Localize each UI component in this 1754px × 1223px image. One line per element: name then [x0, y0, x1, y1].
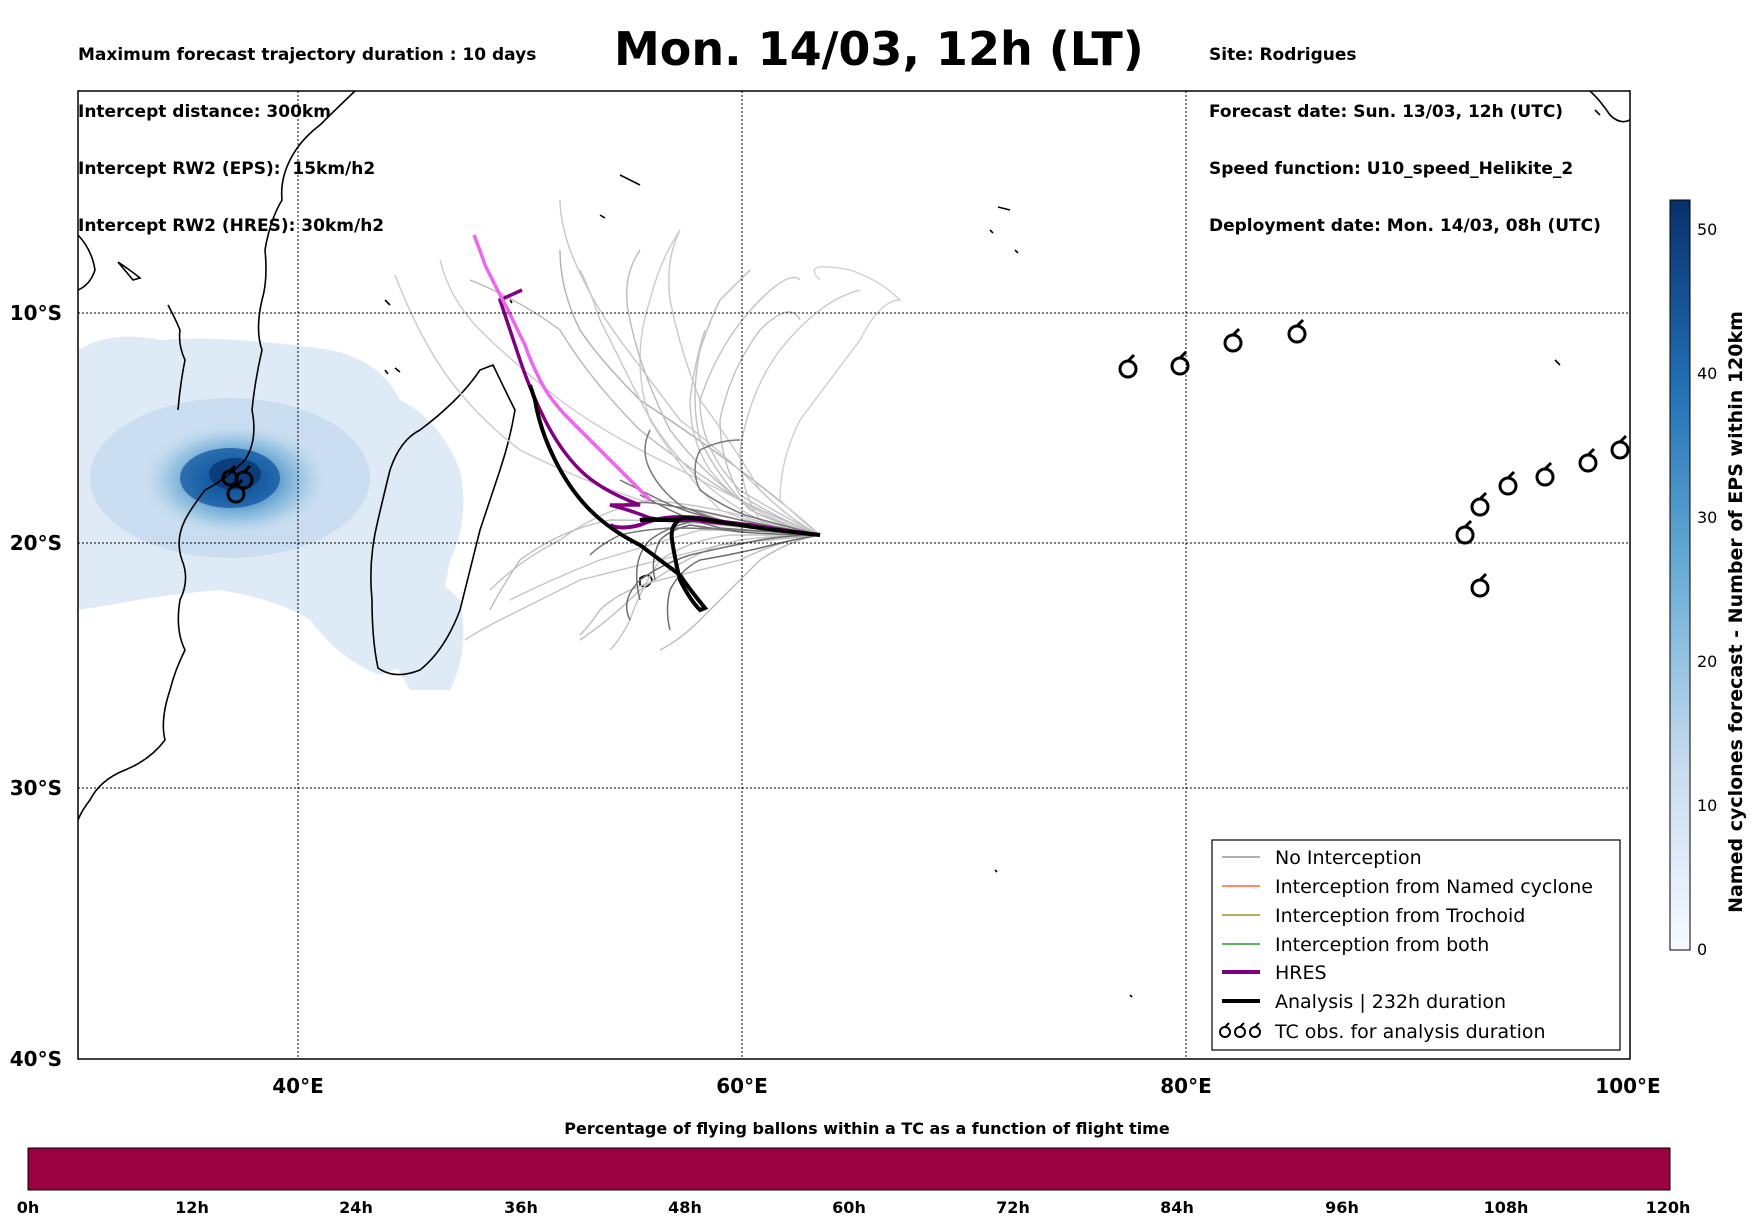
info-left: Maximum forecast trajectory duration : 1… — [78, 8, 536, 255]
colorbar-tick: 0 — [1697, 940, 1707, 959]
flight-time-bar: Percentage of flying ballons within a TC… — [17, 1119, 1691, 1217]
colorbar-tick: 20 — [1697, 652, 1717, 671]
legend-label: HRES — [1275, 962, 1327, 984]
tc-obs-marker — [1223, 327, 1243, 353]
info-line: Deployment date: Mon. 14/03, 08h (UTC) — [1209, 216, 1601, 236]
flight-time-tick: 36h — [504, 1198, 538, 1217]
flight-time-tick: 120h — [1646, 1198, 1691, 1217]
tc-obs-marker — [1170, 350, 1190, 376]
tc-obs-marker — [1455, 519, 1475, 545]
hres-trajectory-tail — [497, 288, 821, 537]
lat-label: 30°S — [10, 776, 62, 800]
info-line: Intercept distance: 300km — [78, 102, 331, 122]
lon-label: 100°E — [1595, 1074, 1660, 1098]
info-right: Site: Rodrigues Forecast date: Sun. 13/0… — [1209, 8, 1601, 255]
info-line: Site: Rodrigues — [1209, 45, 1357, 65]
lon-label: 60°E — [716, 1074, 768, 1098]
flight-time-bar-fill — [27, 1147, 1671, 1191]
flight-time-tick: 24h — [339, 1198, 373, 1217]
lon-axis: 40°E 60°E 80°E 100°E — [272, 1074, 1660, 1098]
colorbar-ticks: 0 10 20 30 40 50 — [1697, 220, 1717, 959]
flight-time-tick: 84h — [1160, 1198, 1194, 1217]
colorbar-label: Named cyclones forecast - Number of EPS … — [1725, 311, 1747, 913]
ensemble-trajectories — [394, 199, 902, 651]
coastlines — [78, 91, 1630, 998]
map-frame — [77, 90, 1631, 1060]
flight-time-tick: 108h — [1484, 1198, 1529, 1217]
flight-time-tick: 60h — [832, 1198, 866, 1217]
tc-obs-marker — [1578, 447, 1598, 473]
legend-box — [1211, 839, 1621, 1051]
tc-obs-marker — [1470, 491, 1490, 517]
flight-time-tick: 0h — [17, 1198, 40, 1217]
legend-label: Interception from Named cyclone — [1275, 876, 1593, 898]
tc-obs-marker — [1498, 470, 1518, 496]
colorbar-tick: 40 — [1697, 364, 1717, 383]
legend-label: TC obs. for analysis duration — [1274, 1021, 1546, 1043]
flight-time-tick: 72h — [996, 1198, 1030, 1217]
cyclone-density-field — [78, 336, 464, 690]
flight-time-ticks: 0h 12h 24h 36h 48h 60h 72h 84h 96h 108h … — [17, 1198, 1691, 1217]
info-line: Maximum forecast trajectory duration : 1… — [78, 45, 537, 65]
legend: No Interception Interception from Named … — [1211, 839, 1621, 1051]
gridlines — [78, 91, 1630, 1059]
tc-symbol-icon — [1219, 1022, 1261, 1038]
density-colorbar: 0 10 20 30 40 50 Named cyclones forecast… — [1669, 199, 1747, 959]
tc-observations — [221, 318, 1630, 598]
info-line: Intercept RW2 (HRES): 30km/h2 — [78, 216, 385, 236]
tc-obs-marker — [1610, 434, 1630, 460]
analysis-trajectory — [528, 384, 821, 613]
flight-time-tick: 12h — [175, 1198, 209, 1217]
tc-obs-marker — [1118, 353, 1138, 379]
legend-label: Interception from both — [1275, 934, 1489, 956]
info-line: Speed function: U10_speed_Helikite_2 — [1209, 159, 1574, 179]
colorbar-gradient — [1669, 199, 1691, 951]
legend-entries: No Interception Interception from Named … — [1219, 847, 1593, 1043]
lon-label: 80°E — [1160, 1074, 1212, 1098]
page-title: Mon. 14/03, 12h (LT) — [614, 22, 1144, 76]
tc-obs-marker — [221, 464, 239, 487]
hres-trajectory — [472, 234, 652, 502]
colorbar-tick: 50 — [1697, 220, 1717, 239]
colorbar-tick: 10 — [1697, 796, 1717, 815]
tc-obs-marker — [1287, 318, 1307, 344]
flight-time-tick: 96h — [1325, 1198, 1359, 1217]
flight-time-bar-title: Percentage of flying ballons within a TC… — [564, 1119, 1170, 1138]
lat-label: 20°S — [10, 531, 62, 555]
flight-time-tick: 48h — [668, 1198, 702, 1217]
colorbar-tick: 30 — [1697, 508, 1717, 527]
lat-axis: 10°S 20°S 30°S 40°S — [10, 301, 62, 1071]
lat-label: 40°S — [10, 1047, 62, 1071]
legend-label: No Interception — [1275, 847, 1422, 869]
lat-label: 10°S — [10, 301, 62, 325]
info-line: Intercept RW2 (EPS): 15km/h2 — [78, 159, 376, 179]
tc-obs-marker — [1535, 461, 1555, 487]
legend-label: Analysis | 232h duration — [1275, 991, 1506, 1013]
info-line: Forecast date: Sun. 13/03, 12h (UTC) — [1209, 102, 1564, 122]
lon-label: 40°E — [272, 1074, 324, 1098]
tc-obs-marker — [1470, 572, 1490, 598]
legend-label: Interception from Trochoid — [1275, 905, 1525, 927]
